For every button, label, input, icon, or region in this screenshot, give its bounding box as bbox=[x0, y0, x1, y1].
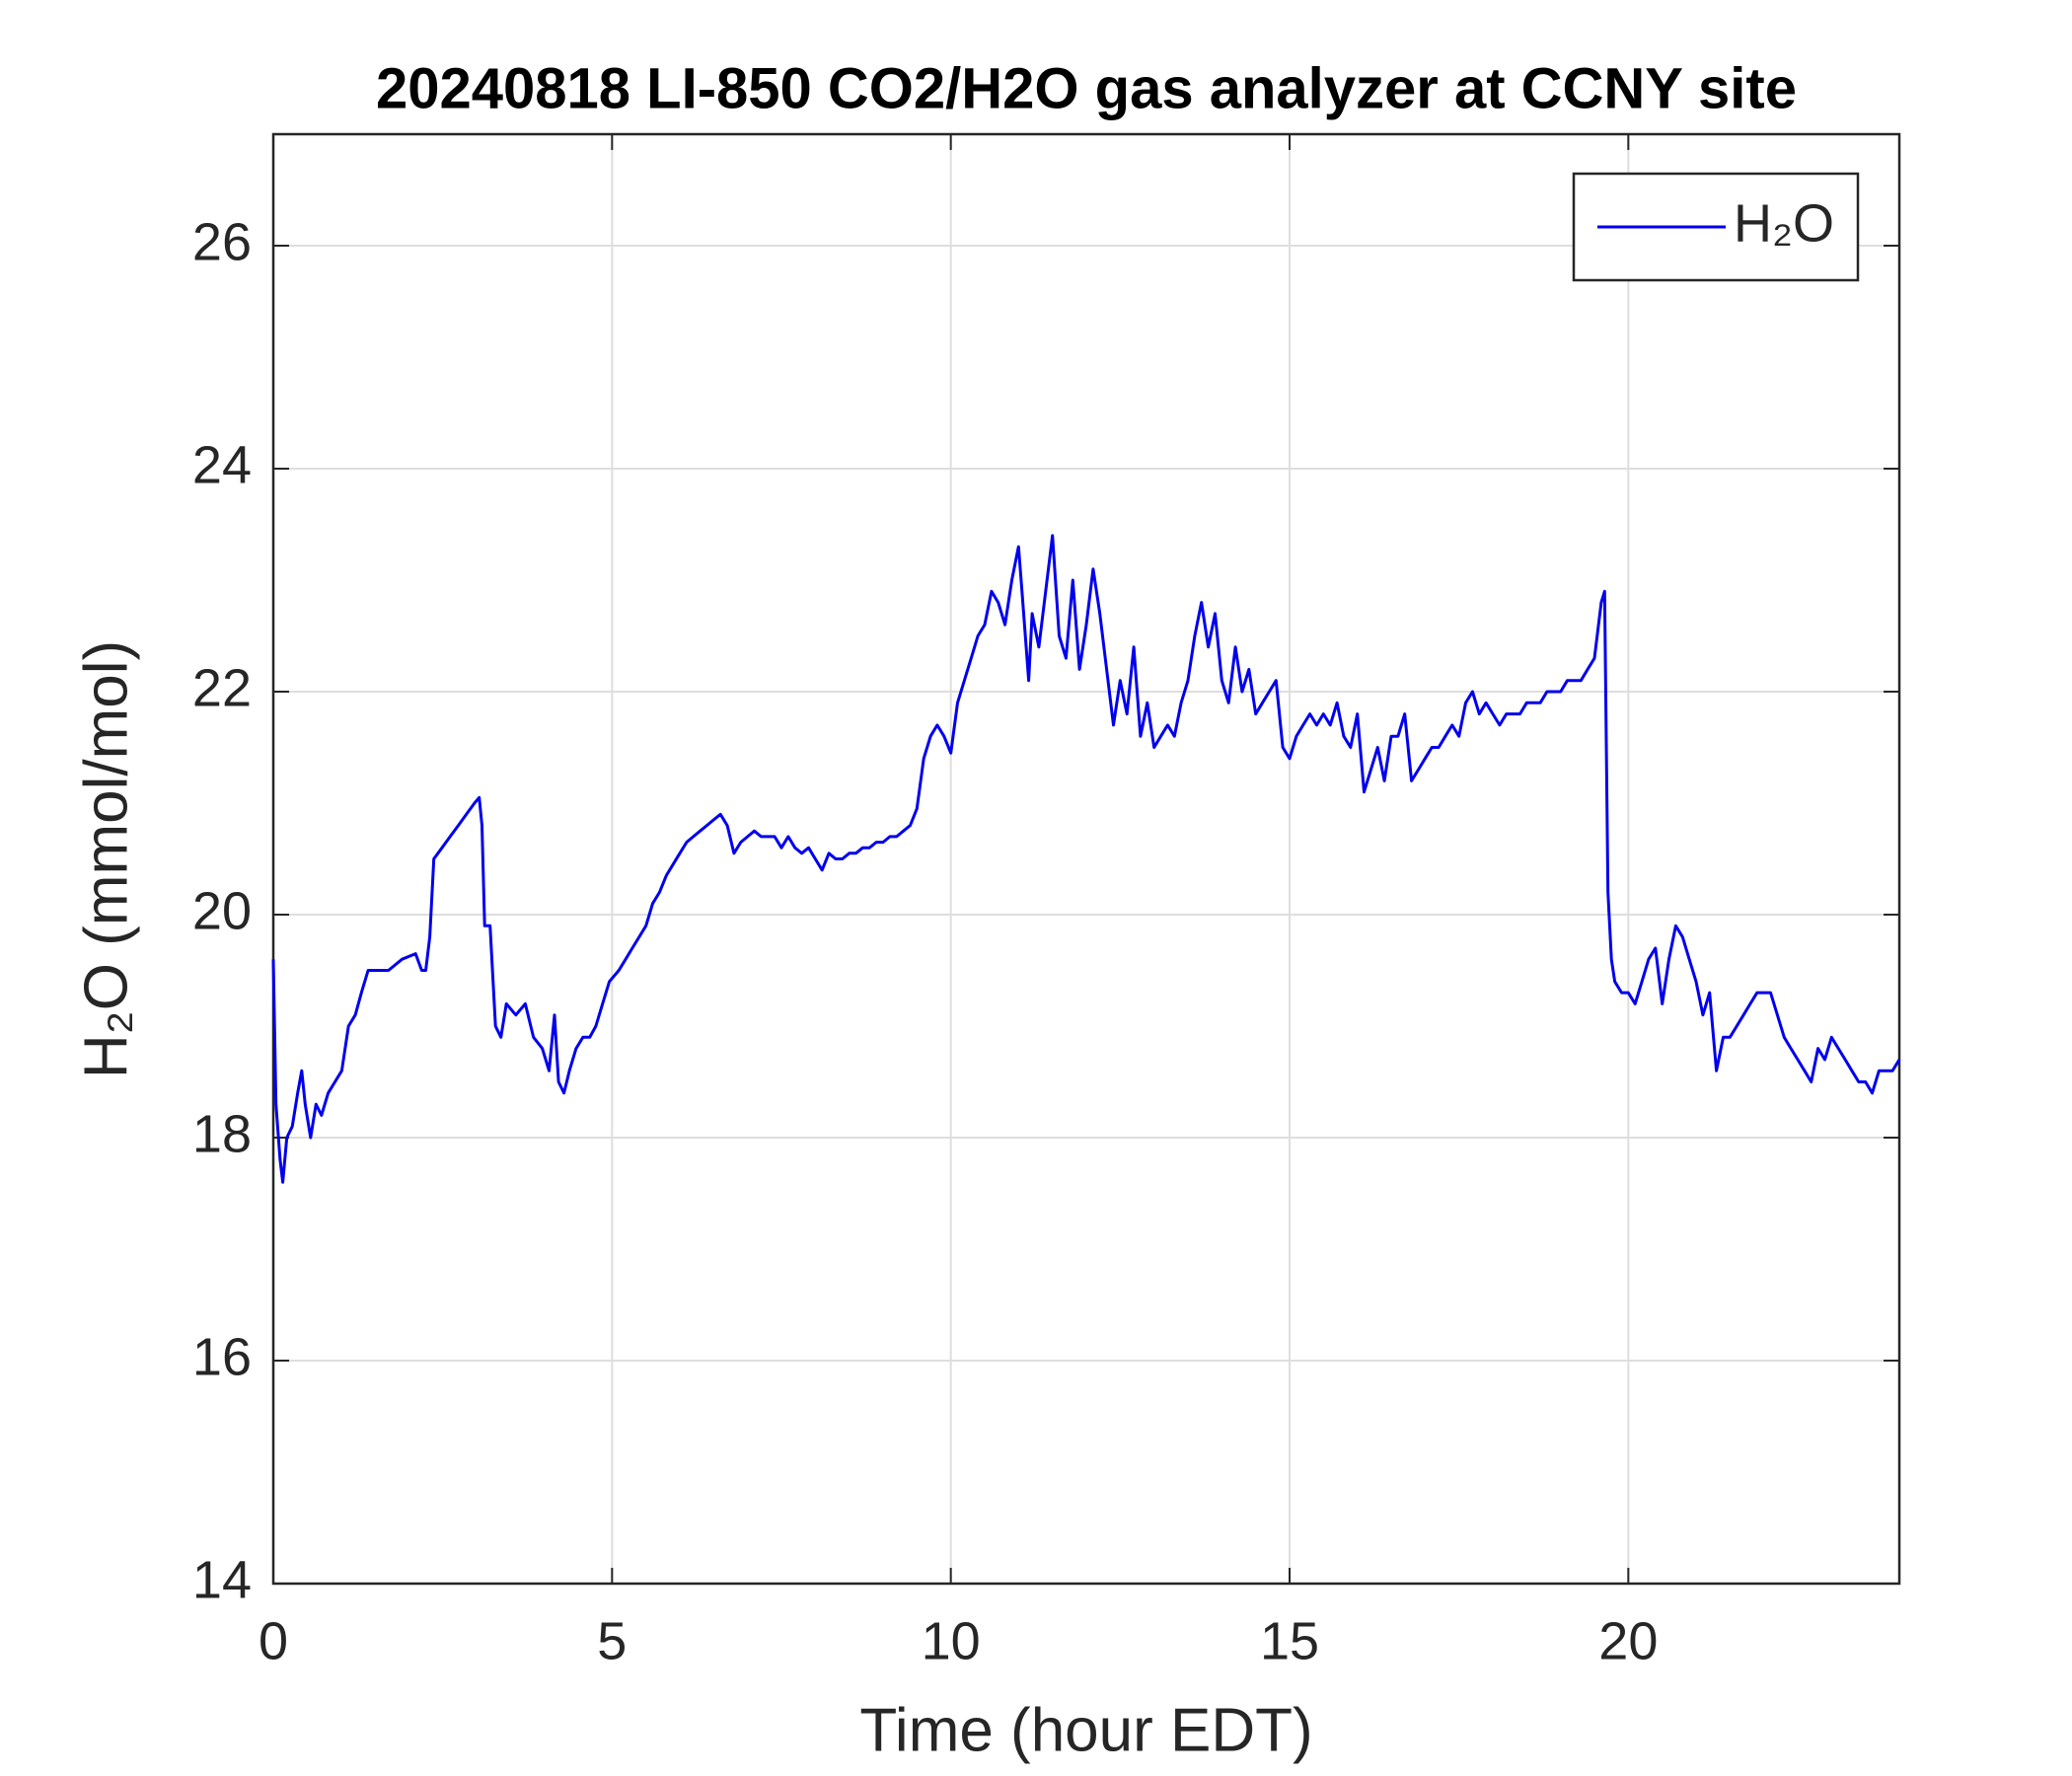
y-tick-label: 16 bbox=[192, 1327, 252, 1386]
x-tick-label: 0 bbox=[259, 1611, 288, 1670]
legend-label: H₂O bbox=[1734, 193, 1834, 253]
y-tick-label: 22 bbox=[192, 658, 252, 717]
x-tick-label: 20 bbox=[1598, 1611, 1658, 1670]
plot-frame bbox=[271, 132, 1901, 1586]
y-tick-label: 26 bbox=[192, 212, 252, 271]
data-line bbox=[271, 534, 1901, 1184]
x-tick-label: 10 bbox=[922, 1611, 981, 1670]
chart-title: 20240818 LI-850 CO2/H2O gas analyzer at … bbox=[376, 56, 1797, 120]
y-axis-label: H₂O (mmol/mol) bbox=[72, 640, 140, 1078]
x-tick-label: 5 bbox=[597, 1611, 627, 1670]
y-tick-label: 14 bbox=[192, 1550, 252, 1609]
y-tick-label: 20 bbox=[192, 881, 252, 940]
y-tick-label: 24 bbox=[192, 435, 252, 494]
x-tick-label: 15 bbox=[1260, 1611, 1319, 1670]
x-axis-label: Time (hour EDT) bbox=[859, 1696, 1312, 1764]
y-tick-label: 18 bbox=[192, 1104, 252, 1163]
